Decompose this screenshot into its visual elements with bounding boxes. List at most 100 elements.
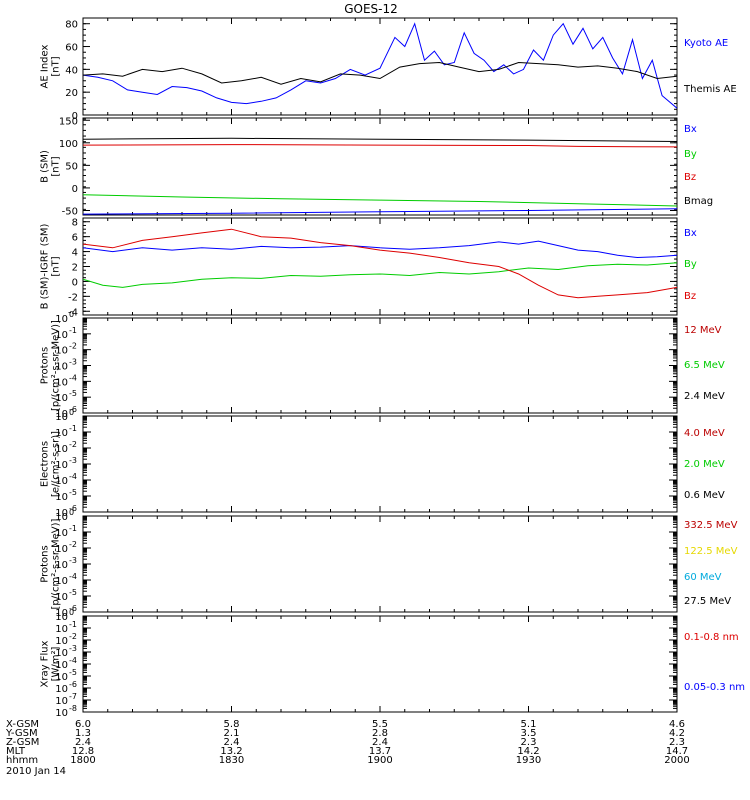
y-tick-label: 10 xyxy=(55,460,68,471)
y-tick-label: 20 xyxy=(65,88,78,99)
y-tick-label: -2 xyxy=(68,292,78,303)
legend-entry: 122.5 MeV xyxy=(684,546,738,557)
y-tick-label-exponent: -4 xyxy=(69,373,77,382)
y-tick-label-exponent: -6 xyxy=(69,504,77,513)
y-tick-label-exponent: -1 xyxy=(69,424,77,433)
y-axis-label: Xray Flux xyxy=(40,640,51,687)
y-tick-label: 80 xyxy=(65,20,78,31)
date-label: 2010 Jan 14 xyxy=(6,766,66,777)
y-tick-label-exponent: 0 xyxy=(69,508,74,517)
x-axis-row-value: 2000 xyxy=(664,755,689,766)
y-tick-label: 6 xyxy=(72,233,78,244)
x-axis-row-value: 14.2 xyxy=(517,746,539,757)
x-axis-row-value: 1900 xyxy=(367,755,392,766)
y-tick-label: 10 xyxy=(55,648,68,659)
y-tick-label-exponent: -4 xyxy=(69,572,77,581)
y-tick-label: 10 xyxy=(55,576,68,587)
legend-entry: 4.0 MeV xyxy=(684,428,725,439)
y-tick-label-exponent: -3 xyxy=(69,358,77,367)
series-line-bmag xyxy=(83,137,677,142)
x-axis-row-value: 12.8 xyxy=(72,746,94,757)
x-axis-row-value: 4.6 xyxy=(669,719,685,730)
y-tick-label: 10 xyxy=(55,708,68,719)
x-axis-row-value: 14.7 xyxy=(666,746,688,757)
x-axis-row-label: X-GSM xyxy=(6,719,39,730)
y-tick-label-exponent: -3 xyxy=(69,556,77,565)
y-tick-label-exponent: -5 xyxy=(69,588,77,597)
y-tick-label-exponent: -3 xyxy=(69,456,77,465)
y-tick-label: 40 xyxy=(65,65,78,76)
y-tick-label: 10 xyxy=(55,672,68,683)
legend-entry: Kyoto AE xyxy=(684,38,728,49)
x-axis-row-value: 1.3 xyxy=(75,728,91,739)
y-axis-label: Protons xyxy=(40,545,51,582)
y-tick-label: 10 xyxy=(55,660,68,671)
y-axis-label: [p/(cm²-s-sr-MeV)] xyxy=(51,518,62,609)
series-line-kyoto-ae xyxy=(83,22,677,109)
y-tick-label-exponent: -1 xyxy=(69,524,77,533)
x-axis-row-value: 3.5 xyxy=(521,728,537,739)
legend-entry: By xyxy=(684,259,697,270)
legend-entry: 27.5 MeV xyxy=(684,596,731,607)
legend-entry: Bx xyxy=(684,228,697,239)
y-tick-label-exponent: -6 xyxy=(69,604,77,613)
y-tick-label-exponent: -2 xyxy=(69,632,77,641)
legend-entry: 332.5 MeV xyxy=(684,520,738,531)
y-tick-label-exponent: -4 xyxy=(69,656,77,665)
y-tick-label: 10 xyxy=(55,393,68,404)
y-tick-label: 10 xyxy=(55,544,68,555)
x-axis-row-value: 4.2 xyxy=(669,728,685,739)
y-axis-label: [nT] xyxy=(51,56,62,76)
y-tick-label-exponent: -3 xyxy=(69,644,77,653)
x-axis-row-value: 13.2 xyxy=(220,746,242,757)
panel-frame xyxy=(82,515,678,613)
y-tick-label: 10 xyxy=(55,624,68,635)
figure-title: GOES-12 xyxy=(344,2,398,16)
y-tick-label: 10 xyxy=(55,612,68,623)
panel-3: -4 -2 0 2 4 6 8 B (SM)-IGRF (SM) [nT] Bx By Bz xyxy=(40,217,697,318)
y-tick-label: 2 xyxy=(72,263,78,274)
y-tick-label: 10 xyxy=(55,528,68,539)
y-tick-label-exponent: -5 xyxy=(69,668,77,677)
y-axis-label: [W/m²] xyxy=(51,646,62,681)
y-tick-label-exponent: -6 xyxy=(69,680,77,689)
y-axis-label: B (SM) xyxy=(40,150,51,183)
y-tick-label-exponent: -2 xyxy=(69,540,77,549)
panel-frame xyxy=(82,615,678,713)
y-tick-label: 10 xyxy=(55,409,68,420)
x-axis-row-label: Y-GSM xyxy=(5,728,38,739)
y-tick-label-exponent: -4 xyxy=(69,472,77,481)
x-axis-row-value: 2.1 xyxy=(224,728,240,739)
y-tick-label: 60 xyxy=(65,43,78,54)
legend-entry: 0.1-0.8 nm xyxy=(684,632,739,643)
series-line-by xyxy=(83,194,677,207)
x-axis-row-value: 5.5 xyxy=(372,719,388,730)
y-tick-label: 10 xyxy=(55,330,68,341)
legend-entry: Themis AE xyxy=(683,84,737,95)
y-tick-label-exponent: -8 xyxy=(69,704,77,713)
y-tick-label-exponent: -1 xyxy=(69,620,77,629)
legend-entry: 2.0 MeV xyxy=(684,459,725,470)
x-axis-row-value: 5.8 xyxy=(224,719,240,730)
y-tick-label: 10 xyxy=(55,508,68,519)
y-tick-label-exponent: 0 xyxy=(69,608,74,617)
y-tick-label: 0 xyxy=(72,184,78,195)
y-tick-label: 10 xyxy=(55,476,68,487)
x-axis-row-value: 2.3 xyxy=(669,737,685,748)
x-axis-table: X-GSM 6.0 5.8 5.5 5.1 4.6 Y-GSM 1.3 2.1 2.8 3.5 4.2… xyxy=(5,719,690,777)
y-tick-label-exponent: 0 xyxy=(69,408,74,417)
series-line-bz xyxy=(83,144,677,148)
y-axis-label: B (SM)-IGRF (SM) xyxy=(40,224,51,310)
y-tick-label: 50 xyxy=(65,161,78,172)
y-tick-label: 10 xyxy=(55,696,68,707)
y-tick-label-exponent: -1 xyxy=(69,326,77,335)
y-tick-label-exponent: 0 xyxy=(69,310,74,319)
y-tick-label: 10 xyxy=(55,428,68,439)
series-line-bx xyxy=(83,208,677,215)
panel-2: -50 0 50 100 150 B (SM) [nT] Bx By Bz Bmag xyxy=(40,116,714,217)
panel-frame xyxy=(82,217,678,316)
legend-entry: By xyxy=(684,149,697,160)
y-axis-label: AE Index xyxy=(40,44,51,88)
x-axis-row-value: 1800 xyxy=(70,755,95,766)
